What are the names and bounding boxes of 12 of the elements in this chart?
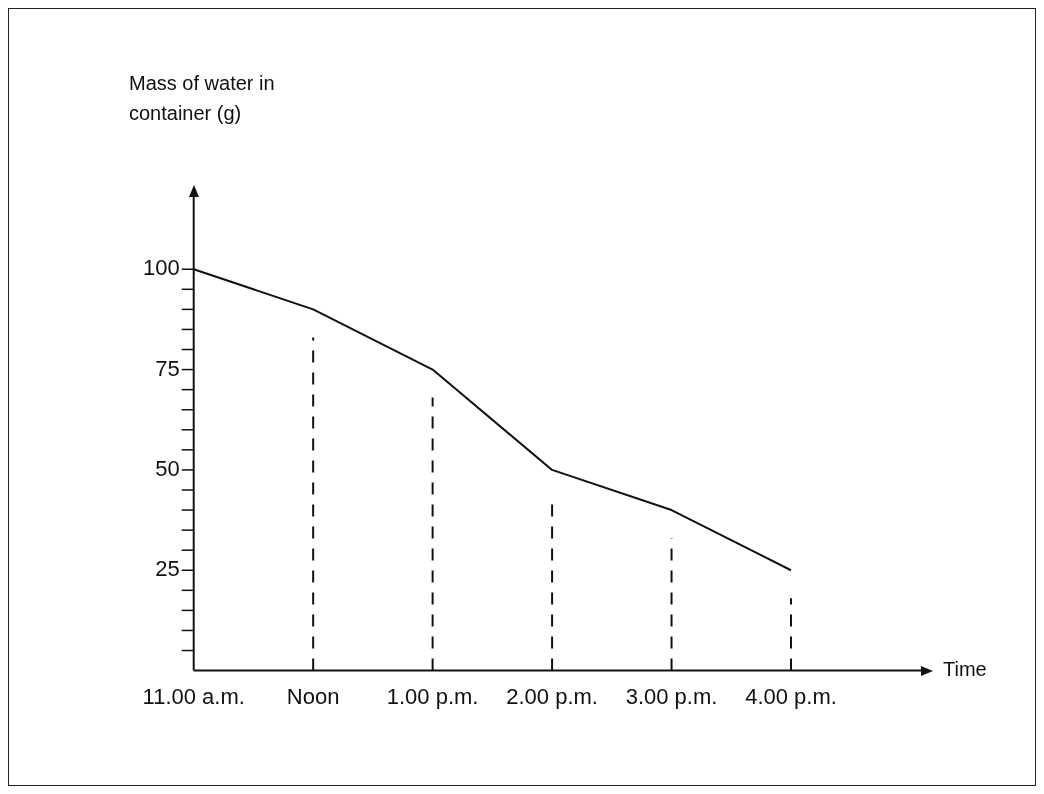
x-tick-label: 11.00 a.m. bbox=[142, 683, 245, 709]
x-axis-title: Time bbox=[943, 658, 987, 681]
x-tick-label: 3.00 p.m. bbox=[625, 683, 718, 709]
x-tick-label: 2.00 p.m. bbox=[506, 683, 598, 709]
x-tick-label: 4.00 p.m. bbox=[745, 683, 837, 709]
y-axis-title: Mass of water in container (g) bbox=[129, 71, 275, 124]
y-tick-label: 50 bbox=[155, 455, 180, 481]
y-tick-label: 100 bbox=[142, 255, 180, 281]
y-tick-label: 75 bbox=[155, 355, 180, 381]
x-tick-label: Noon bbox=[286, 683, 340, 709]
y-tick-label: 25 bbox=[155, 556, 180, 582]
x-tick-label: 1.00 p.m. bbox=[386, 683, 479, 709]
